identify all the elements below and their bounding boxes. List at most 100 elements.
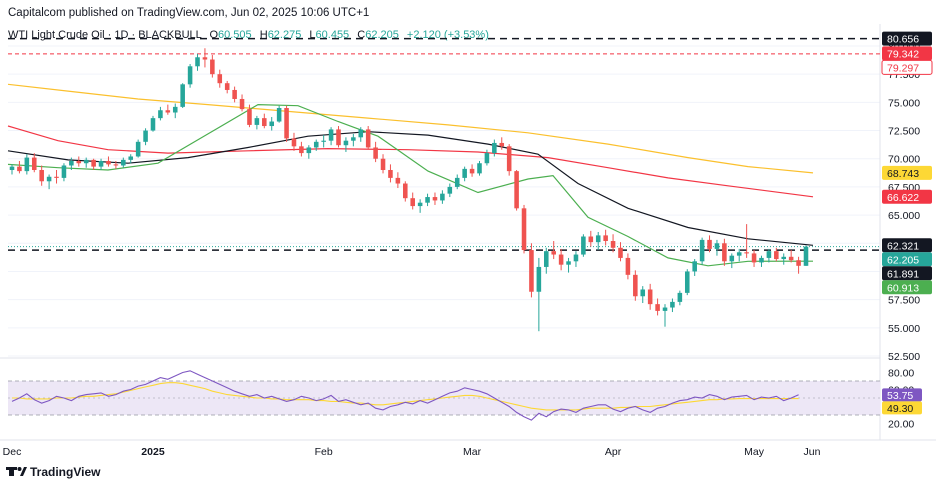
candle-body: [91, 159, 96, 167]
candle: [803, 245, 809, 266]
candle: [106, 156, 111, 167]
candle: [262, 113, 267, 129]
candle: [291, 132, 297, 151]
candle: [373, 141, 378, 163]
candle-body: [655, 304, 660, 311]
candle-body: [633, 274, 638, 297]
candle: [210, 55, 215, 78]
candle-body: [529, 250, 534, 292]
candle: [180, 83, 185, 108]
candle-body: [39, 170, 44, 182]
candle-body: [121, 159, 126, 166]
candle: [447, 183, 453, 198]
price-badge-bg: [882, 165, 932, 180]
candle-body: [625, 257, 631, 275]
rsi-badge: 49.30: [882, 401, 922, 415]
candle: [677, 290, 683, 306]
candle-body: [566, 261, 571, 265]
candle-body: [46, 176, 52, 182]
candle: [403, 181, 408, 202]
candle-body: [803, 246, 809, 266]
price-badge-bg: [882, 238, 932, 253]
candle: [224, 80, 230, 94]
price-badge-label: 66.622: [887, 192, 919, 204]
candle: [98, 158, 104, 170]
price-badge: 79.342: [882, 46, 932, 61]
candle-body: [722, 243, 727, 262]
candle: [566, 257, 571, 273]
candle-body: [158, 110, 163, 119]
candle: [670, 298, 675, 313]
price-badge-label: 79.342: [887, 48, 919, 60]
candle: [158, 106, 163, 121]
candle-body: [284, 108, 289, 139]
candle-body: [373, 147, 378, 159]
tradingview-brand: TradingView: [30, 465, 101, 479]
candle: [217, 69, 223, 88]
price-badge-bg: [882, 266, 932, 281]
price-badge: 66.622: [882, 189, 932, 204]
candle-body: [403, 183, 408, 199]
candle: [343, 137, 349, 152]
candle-body: [610, 241, 616, 248]
candle: [610, 234, 616, 253]
low-label: L: [309, 29, 315, 41]
candle-body: [447, 186, 453, 194]
candle-body: [684, 271, 690, 293]
price-badge-bg: [882, 280, 932, 295]
open-value: 60.505: [218, 29, 252, 41]
candle: [759, 255, 764, 267]
price-badge-label: 68.743: [887, 168, 919, 180]
candles: [9, 48, 809, 332]
candle-body: [595, 235, 601, 243]
candle-body: [714, 243, 720, 249]
candle-body: [581, 236, 586, 255]
candle-body: [254, 118, 260, 125]
candle-body: [536, 266, 542, 292]
candle-body: [692, 261, 697, 272]
candle: [299, 141, 304, 157]
candle: [69, 157, 74, 170]
candle: [284, 105, 289, 142]
candle: [61, 163, 67, 182]
price-badge-label: 61.891: [887, 268, 919, 280]
candle-body: [202, 57, 208, 60]
price-grid: [8, 45, 880, 357]
publisher-line: Capitalcom published on TradingView.com,…: [8, 7, 369, 19]
candle: [521, 204, 527, 254]
candle: [358, 127, 364, 142]
candle-body: [239, 98, 245, 110]
candle-body: [440, 193, 445, 201]
candle: [9, 164, 15, 175]
rsi-badge: 53.75: [882, 388, 922, 402]
candle: [544, 247, 549, 274]
candle-body: [484, 153, 490, 164]
candle-body: [788, 256, 794, 261]
candle-body: [759, 257, 764, 263]
candle: [469, 164, 475, 177]
candle-body: [83, 159, 89, 164]
time-tick-label: Dec: [3, 446, 22, 458]
candle-body: [262, 118, 267, 127]
price-badge-label: 62.205: [887, 254, 919, 266]
price-badge-bg: [881, 59, 933, 75]
tradingview-icon: [6, 467, 27, 476]
candle: [707, 235, 712, 253]
candle-body: [291, 138, 297, 147]
candle: [365, 126, 371, 150]
candle-body: [128, 156, 134, 160]
tradingview-logo[interactable]: TradingView: [6, 465, 101, 479]
candle: [202, 48, 208, 68]
candle: [276, 105, 282, 123]
candle: [395, 172, 401, 189]
time-tick-label: May: [744, 446, 765, 458]
candle-body: [432, 197, 438, 201]
candle-body: [544, 251, 549, 267]
candle-body: [521, 208, 527, 251]
candle: [492, 139, 497, 157]
close-label: C: [357, 29, 365, 41]
price-badge: 61.891: [882, 266, 932, 281]
candle-body: [603, 235, 608, 242]
candle-body: [313, 141, 319, 148]
